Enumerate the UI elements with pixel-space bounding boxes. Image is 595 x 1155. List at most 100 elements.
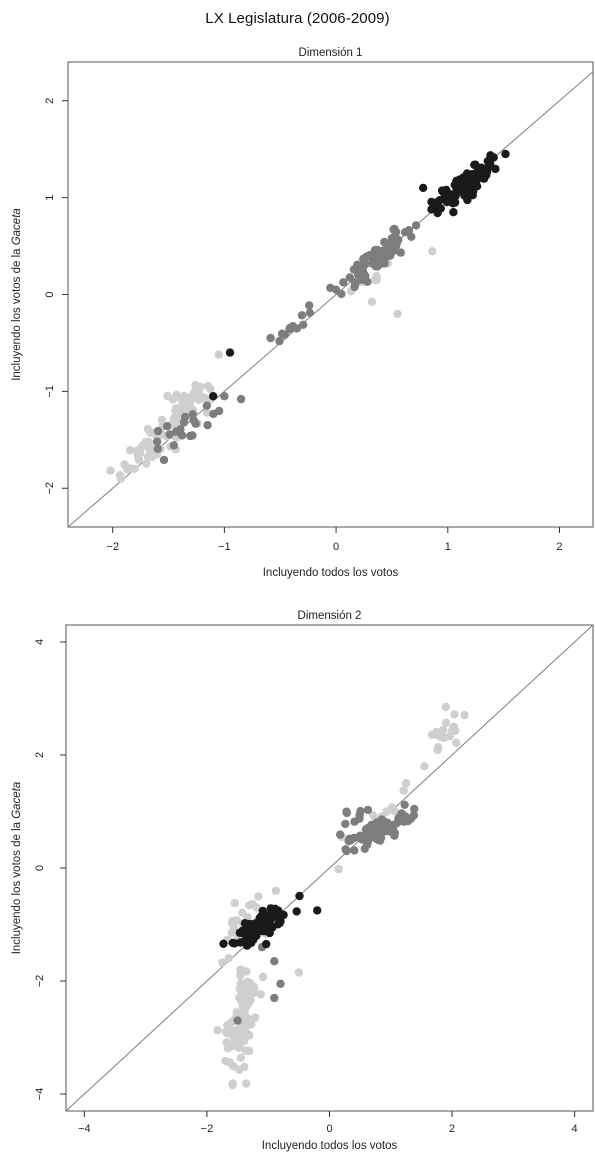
dim2-data-point (243, 936, 253, 946)
dim1-x-tick-label: 2 (556, 541, 562, 553)
dim1-data-point (372, 272, 381, 281)
dim2-data-point (249, 924, 258, 934)
dim1-data-point (450, 198, 460, 207)
dim2-data-point (218, 958, 227, 967)
dim2-data-point (240, 919, 250, 928)
dim1-data-point (106, 466, 115, 475)
dim2-data-point (230, 1039, 239, 1049)
dim1-data-point (305, 308, 314, 317)
dim1-data-point (433, 197, 442, 207)
dim2-data-point (222, 1038, 231, 1047)
dim1-data-point (209, 392, 218, 401)
dim2-data-point (245, 1015, 254, 1024)
dim1-data-point (214, 350, 223, 359)
dim1-data-point (189, 388, 198, 397)
dim2-data-point (228, 938, 237, 948)
dim2-panel-title: Dimensión 2 (298, 610, 362, 622)
dim2-data-point (241, 1079, 251, 1088)
dim1-data-point (428, 247, 437, 256)
dim1-y-tick-label: 0 (44, 291, 56, 297)
dim1-data-point (389, 225, 398, 234)
dim1-data-point (427, 205, 436, 214)
dim2-data-point (273, 920, 283, 929)
dim1-x-tick-label: −2 (106, 541, 119, 553)
dim1-y-axis-label: Incluyendo los votos de la Gaceta (11, 208, 23, 381)
dim2-data-point (441, 702, 451, 712)
dim1-data-point (142, 459, 151, 468)
dim2-data-point (243, 977, 252, 987)
dim1-data-point (182, 405, 192, 414)
dim2-data-point (342, 846, 351, 856)
dim1-data-point (140, 439, 150, 448)
dim1-data-point (351, 278, 360, 287)
dim1-data-point (202, 401, 211, 410)
dim1-data-point (220, 392, 229, 401)
dim1-x-tick-label: −1 (218, 541, 231, 553)
dim1-data-point (292, 324, 302, 333)
dim2-data-point (399, 786, 408, 795)
dim2-y-axis-label: Incluyendo los votos de la Gaceta (11, 782, 23, 955)
dim1-data-point (339, 278, 348, 287)
dim1-x-axis-label: Incluyendo todos los votos (263, 567, 399, 579)
dim1-x-tick-label: 1 (445, 541, 451, 553)
dim1-data-point (173, 427, 183, 436)
dim1-data-point (386, 251, 395, 260)
dim1-data-point (367, 297, 376, 306)
dim1-data-point (157, 415, 167, 424)
dim1-data-point (477, 167, 486, 176)
dim2-data-point (295, 891, 304, 901)
dim2-data-point (219, 939, 228, 948)
dim2-y-tick-label: −2 (34, 975, 46, 988)
dim1-data-point (393, 309, 402, 319)
scatter-plot-dimension-2: Dimensión 2 −4 −2 0 2 4 −4 −2 0 2 4 Incluyendo todo… (11, 610, 594, 1152)
dim2-data-point (441, 718, 451, 727)
dim1-x-tick-label: 0 (333, 541, 339, 553)
dim2-data-point (452, 738, 461, 747)
dim2-data-point (409, 811, 419, 820)
dim2-y-tick-label: −4 (34, 1088, 46, 1101)
dim2-x-tick-label: −2 (201, 1123, 214, 1135)
dim1-data-point (122, 465, 132, 474)
dim1-data-point (180, 412, 190, 422)
dim2-data-point (350, 846, 359, 855)
dim2-data-point (336, 830, 345, 839)
dim2-data-point (427, 730, 437, 739)
page-title: LX Legislatura (2006-2009) (205, 10, 390, 27)
dim2-data-point (376, 825, 385, 835)
dim2-points (213, 702, 469, 1090)
dim1-data-point (191, 381, 200, 390)
dim2-data-point (271, 886, 281, 895)
dim1-y-tick-label: −2 (44, 482, 56, 495)
dim2-data-point (369, 811, 378, 820)
dim1-data-point (202, 408, 212, 417)
dim2-data-point (232, 1008, 241, 1017)
dim1-points (106, 149, 510, 483)
dim2-data-point (276, 979, 285, 988)
dim2-data-point (233, 1016, 242, 1025)
dim1-data-point (438, 187, 448, 197)
dim1-data-point (407, 232, 416, 241)
dim1-data-point (411, 221, 421, 230)
dim1-data-point (159, 455, 169, 465)
dim2-data-point (401, 812, 410, 821)
dim1-data-point (449, 208, 458, 217)
dim1-data-point (457, 184, 466, 193)
dim2-data-point (254, 892, 263, 901)
dim2-data-point (240, 1027, 250, 1037)
dim1-data-point (236, 394, 246, 404)
dim1-reference-line (68, 70, 593, 527)
dim2-data-point (256, 990, 265, 999)
dim1-data-point (305, 301, 314, 310)
dim2-data-point (262, 939, 271, 949)
dim2-data-point (270, 993, 279, 1003)
dim2-data-point (238, 1001, 247, 1011)
dim2-data-point (258, 972, 268, 982)
dim1-data-point (331, 285, 341, 294)
dim2-data-point (439, 733, 449, 743)
dim2-data-point (265, 928, 274, 938)
dim2-data-point (451, 726, 460, 736)
dim1-data-point (467, 180, 476, 190)
dim1-data-point (363, 277, 372, 286)
dim1-data-point (501, 149, 510, 159)
dim2-data-point (247, 989, 256, 998)
